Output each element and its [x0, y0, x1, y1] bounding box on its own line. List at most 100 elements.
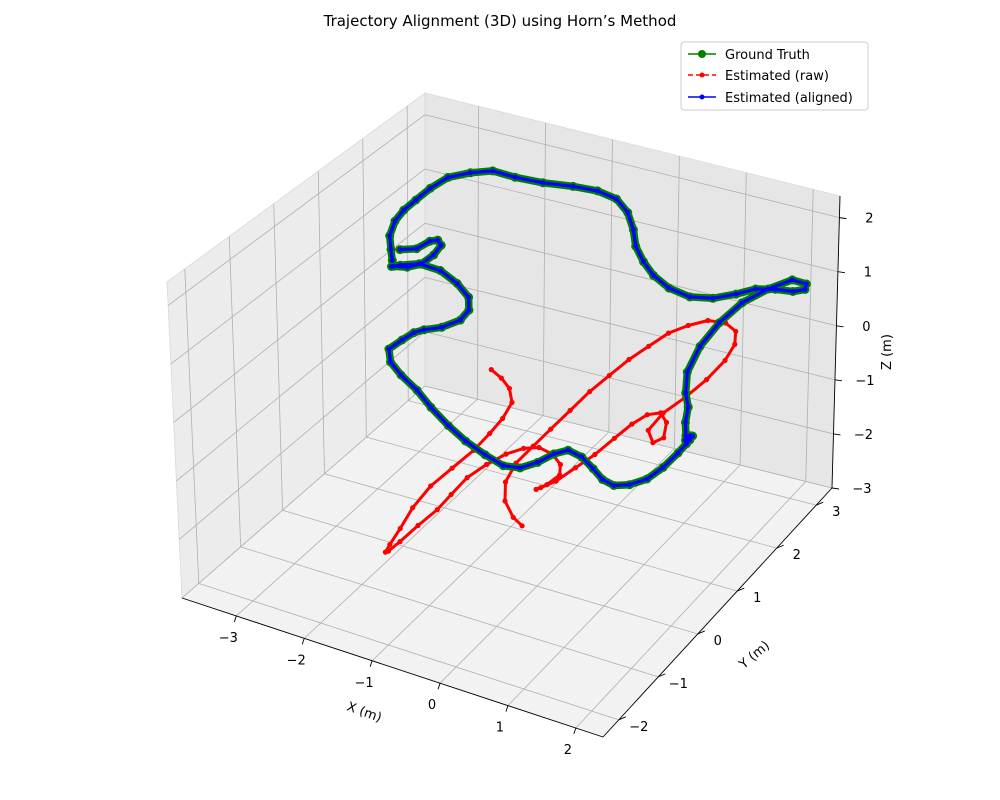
series-point-estimated-raw — [587, 389, 593, 395]
x-tick-label: −3 — [219, 631, 238, 646]
grid-line-z-back — [424, 277, 836, 381]
z-tick-mark — [834, 379, 843, 382]
x-tick-label: 2 — [564, 743, 572, 758]
legend-entry-estimated-aligned: Estimated (aligned) — [688, 91, 853, 106]
y-axis-line — [602, 487, 833, 738]
legend-marker-estimated-raw — [699, 72, 705, 78]
series-point-estimated-raw — [606, 372, 612, 379]
y-tick-label: −2 — [629, 720, 648, 735]
x-axis-line — [181, 597, 604, 738]
series-point-estimated-raw — [449, 465, 455, 471]
grid-line-z-wall — [181, 385, 426, 599]
z-tick-label: 2 — [865, 212, 873, 227]
series-point-estimated-raw — [572, 465, 579, 471]
series-point-estimated-raw — [705, 317, 711, 324]
series-point-estimated-aligned — [416, 261, 422, 267]
series-point-estimated-aligned — [386, 346, 392, 352]
grid-line-z-back — [424, 385, 833, 489]
series-point-estimated-raw — [510, 514, 516, 520]
y-tick-mark — [618, 716, 626, 721]
series-point-estimated-aligned — [600, 477, 605, 482]
series-point-estimated-aligned — [445, 423, 451, 428]
series-point-estimated-raw — [722, 357, 728, 364]
series-point-estimated-aligned — [435, 237, 441, 243]
y-tick-mark — [697, 630, 705, 635]
series-point-estimated-aligned — [683, 390, 689, 396]
series-point-estimated-raw — [665, 330, 672, 336]
series-point-estimated-raw — [434, 507, 440, 513]
x-tick-label: 1 — [496, 721, 504, 736]
grid-line-y-wall — [228, 236, 242, 547]
grid-line-y-wall — [273, 203, 283, 511]
x-tick-mark — [369, 660, 373, 667]
series-point-estimated-aligned — [427, 185, 433, 191]
series-point-estimated-aligned — [666, 285, 672, 291]
series-point-estimated-aligned — [627, 482, 632, 488]
series-point-estimated-aligned — [454, 281, 460, 286]
z-tick-mark — [837, 271, 845, 274]
series-point-estimated-aligned — [388, 247, 394, 252]
x-axis-label: X (m) — [345, 700, 384, 726]
z-tick-label: 1 — [864, 266, 872, 281]
series-point-estimated-raw — [626, 356, 632, 363]
series-point-estimated-raw — [502, 498, 508, 504]
grid-line-x-back — [674, 156, 680, 449]
series-point-estimated-raw — [397, 539, 403, 545]
series-point-estimated-raw — [646, 343, 652, 349]
series-point-estimated-raw — [500, 415, 506, 422]
series-point-estimated-aligned — [457, 317, 463, 323]
series-point-estimated-raw — [611, 435, 618, 441]
grid-line-y-wall — [362, 138, 367, 438]
series-point-estimated-aligned — [551, 451, 557, 457]
grid-line-x-back — [739, 172, 747, 465]
series-point-estimated-aligned — [660, 465, 666, 470]
series-point-estimated-aligned — [644, 476, 650, 482]
grid-line-z-back — [424, 114, 840, 219]
grid-line-x-back — [805, 189, 814, 482]
grid-line-y-floor — [282, 509, 698, 635]
series-point-estimated-aligned — [611, 483, 617, 488]
grid-line-x-back — [608, 139, 613, 433]
series-point-estimated-aligned — [427, 238, 433, 244]
series-point-estimated-raw — [660, 410, 666, 416]
series-point-estimated-raw — [536, 444, 542, 451]
x-tick-label: −1 — [355, 676, 374, 691]
series-point-estimated-raw — [538, 485, 544, 491]
series-point-estimated-raw — [415, 522, 421, 529]
y-tick-mark — [776, 544, 784, 549]
series-point-estimated-aligned — [397, 262, 403, 268]
grid-line-x-floor — [575, 481, 807, 729]
series-point-estimated-raw — [629, 421, 635, 427]
grid-lines — [167, 106, 840, 729]
series-layer — [382, 166, 811, 555]
series-point-estimated-aligned — [439, 324, 445, 330]
series-estimated-aligned — [386, 168, 809, 488]
series-point-estimated-aligned — [398, 372, 404, 378]
series-point-estimated-raw — [557, 461, 564, 468]
series-point-estimated-aligned — [490, 168, 496, 174]
series-point-estimated-raw — [661, 435, 667, 441]
series-point-estimated-raw — [548, 426, 554, 432]
series-point-estimated-raw — [519, 523, 525, 529]
grid-line-x-floor — [439, 448, 675, 684]
series-point-estimated-raw — [663, 419, 670, 425]
grid-line-x-floor — [236, 398, 478, 617]
y-tick-label: 0 — [714, 634, 722, 649]
series-point-estimated-aligned — [463, 438, 468, 444]
series-point-estimated-aligned — [500, 463, 506, 469]
legend-label-ground-truth: Ground Truth — [725, 48, 810, 63]
series-point-estimated-aligned — [739, 300, 745, 306]
series-point-estimated-raw — [544, 482, 550, 488]
series-point-estimated-aligned — [535, 460, 540, 465]
grid-line-y-wall — [184, 268, 200, 584]
series-point-estimated-raw — [704, 377, 710, 383]
series-point-estimated-aligned — [445, 175, 451, 180]
x-tick-mark — [437, 683, 441, 690]
series-point-estimated-aligned — [414, 387, 420, 393]
grid-line-z-wall — [170, 168, 426, 365]
series-point-estimated-aligned — [710, 295, 716, 301]
series-point-estimated-aligned — [397, 247, 403, 253]
series-point-estimated-aligned — [697, 344, 703, 349]
series-point-estimated-aligned — [684, 441, 689, 447]
